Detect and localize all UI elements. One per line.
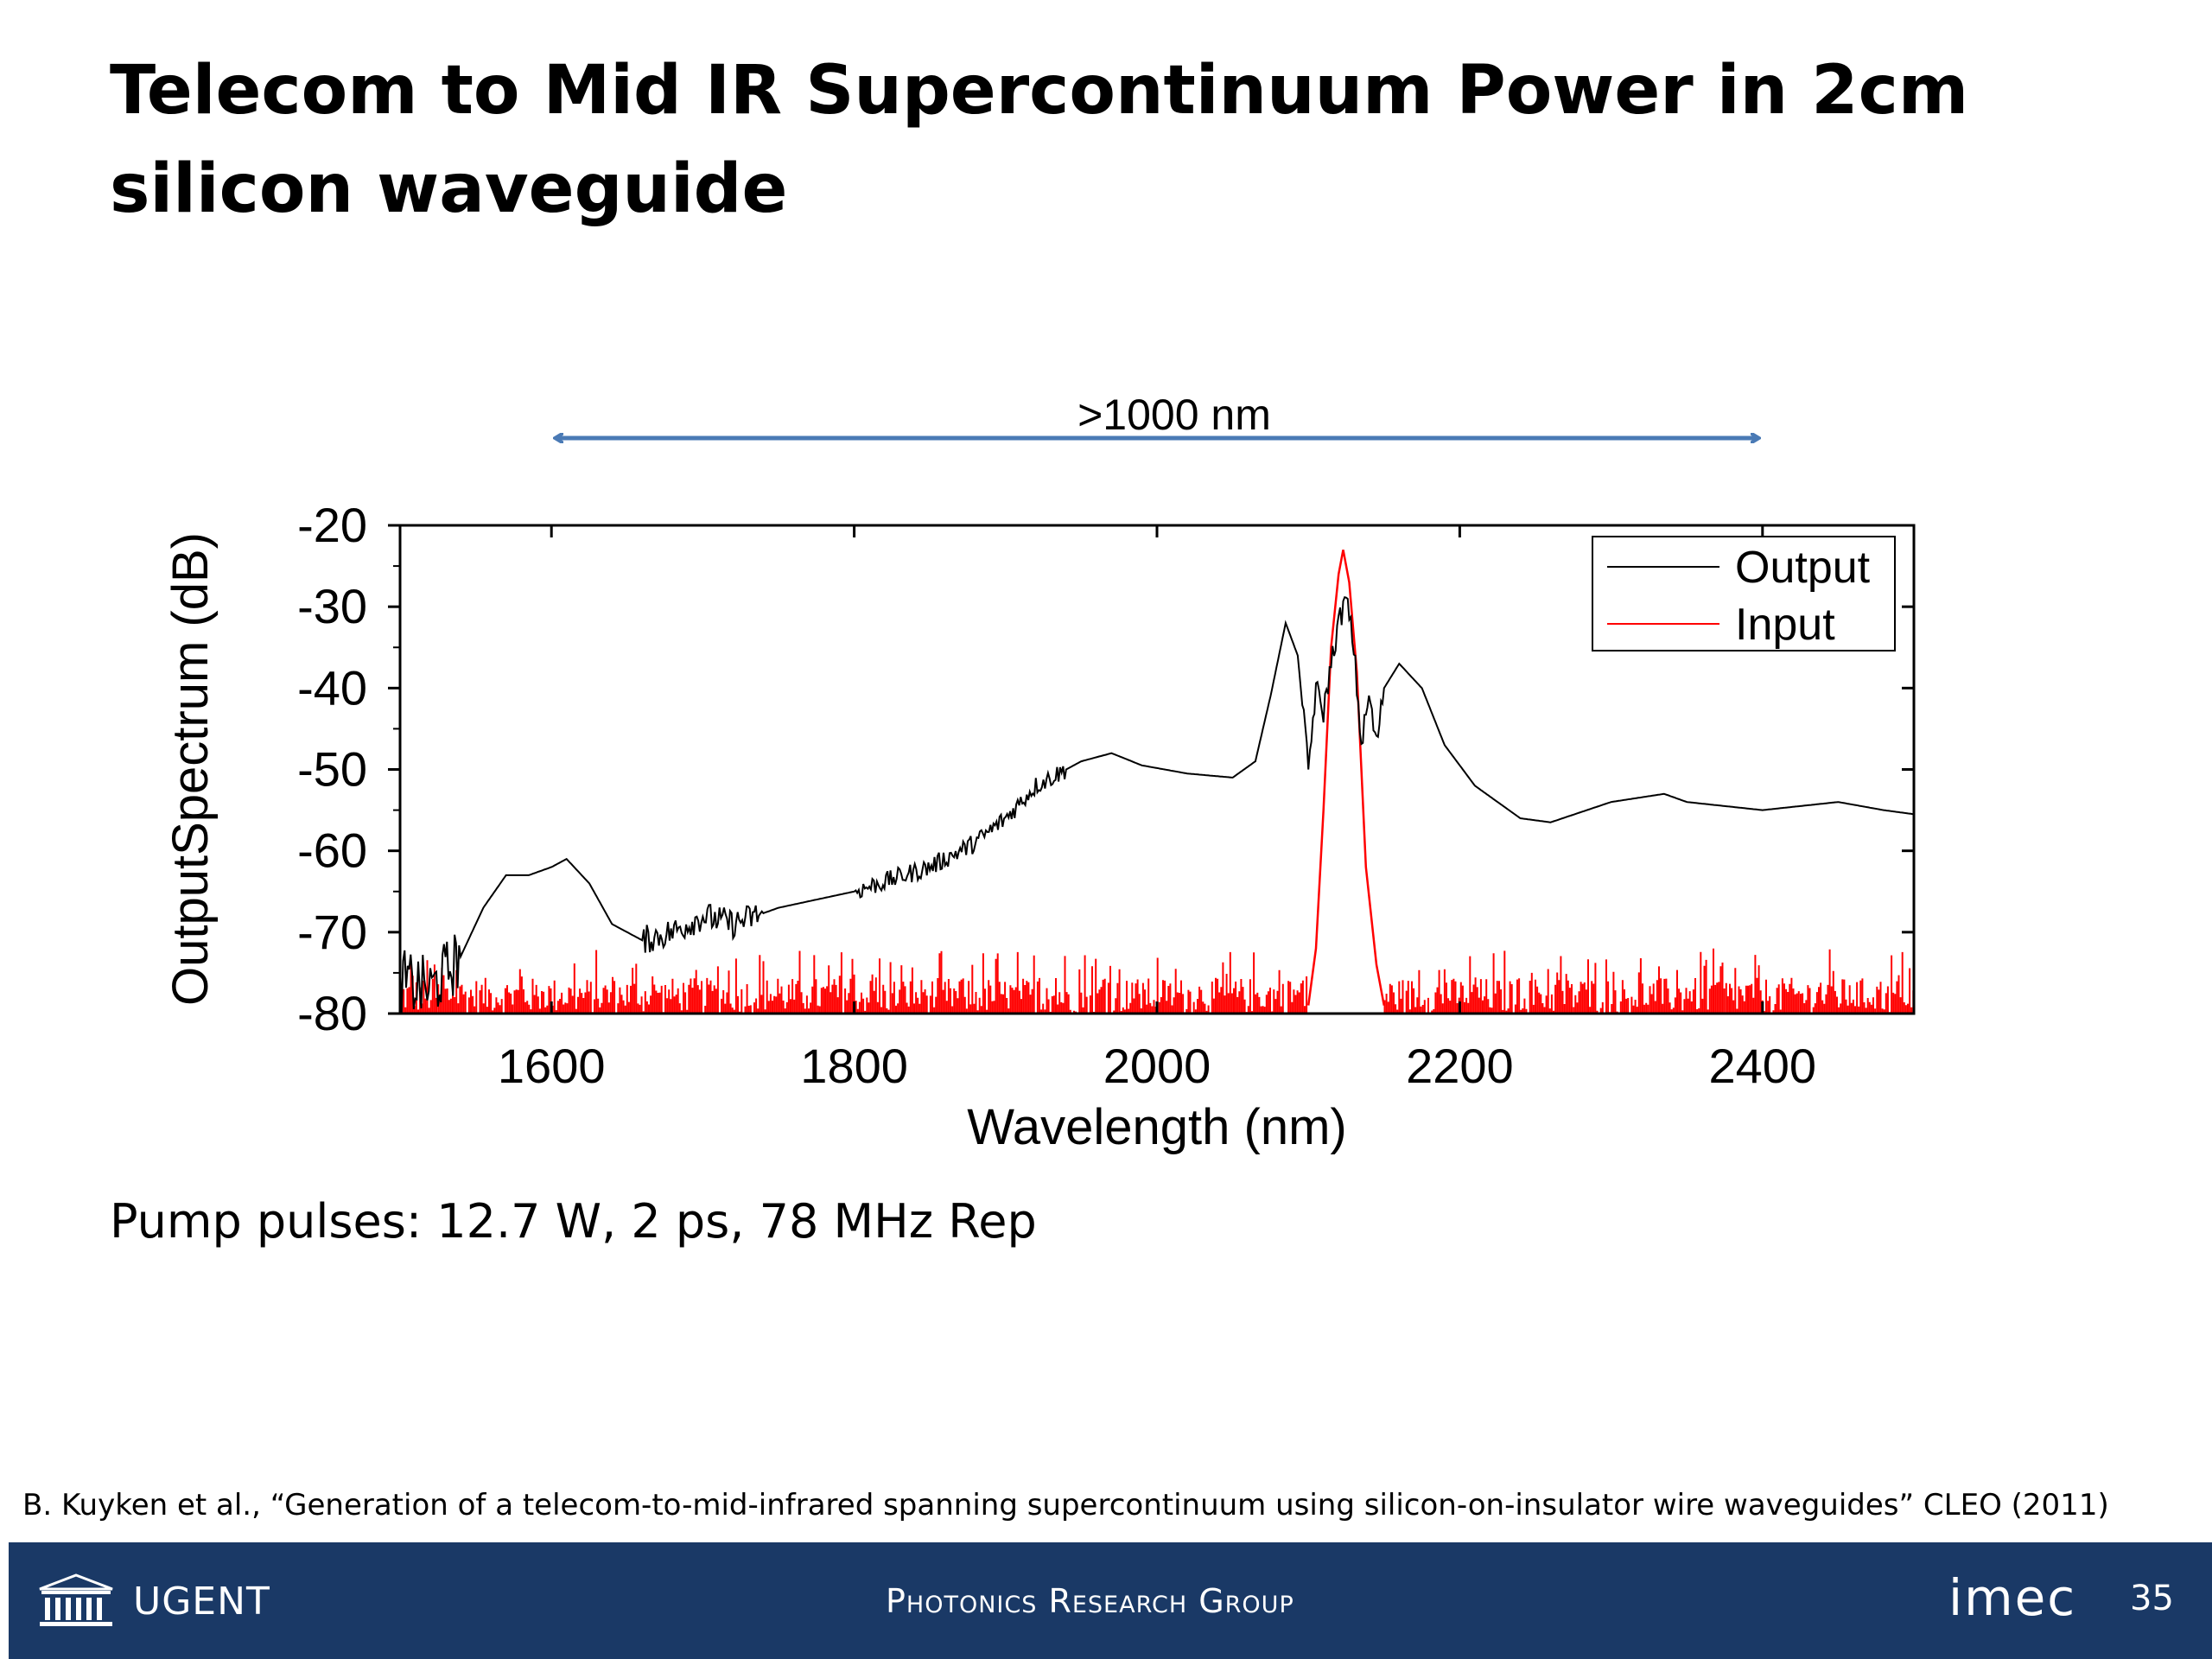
y-tick-label: -60 [297,823,367,878]
ugent-label: UGENT [133,1579,270,1624]
x-tick-label: 2000 [1103,1039,1211,1093]
span-label: >1000 nm [1077,391,1271,439]
ugent-building-icon [39,1573,113,1626]
imec-logo: imec [1948,1568,2077,1627]
citation: B. Kuyken et al., “Generation of a telec… [22,1488,2109,1522]
ugent-logo: UGENT [36,1573,270,1629]
spectrum-chart: >1000 nm 1600 1800 2000 2200 2400 -20 -30 -40 -5… [162,391,1916,1155]
y-tick-label: -70 [297,905,367,959]
x-tick-label: 1800 [800,1039,908,1093]
legend: Output Input [1592,536,1896,652]
legend-output-label: Output [1735,543,1871,593]
x-axis-label: Wavelength (nm) [967,1099,1346,1155]
y-tick-label: -30 [297,579,367,633]
footer-bar: UGENT Photonics Research Group imec 35 [9,1542,2212,1659]
pump-parameters: Pump pulses: 12.7 W, 2 ps, 78 MHz Rep [110,1194,1037,1249]
output-series-line [400,595,1914,1014]
x-tick-label: 1600 [498,1039,606,1093]
y-tick-label: -50 [297,742,367,797]
y-tick-label: -20 [297,498,367,552]
x-tick-label: 2200 [1406,1039,1514,1093]
legend-input-label: Input [1735,600,1835,650]
input-series-line [1306,550,1386,1006]
y-axis-label: OutputSpectrum (dB) [162,532,219,1006]
y-tick-label: -40 [297,660,367,715]
x-tick-label: 2400 [1709,1039,1817,1093]
group-name: Photonics Research Group [886,1582,1294,1620]
slide-title: Telecom to Mid IR Supercontinuum Power i… [110,52,1969,228]
y-tick-label: -80 [297,986,367,1040]
page-number: 35 [2130,1579,2174,1618]
